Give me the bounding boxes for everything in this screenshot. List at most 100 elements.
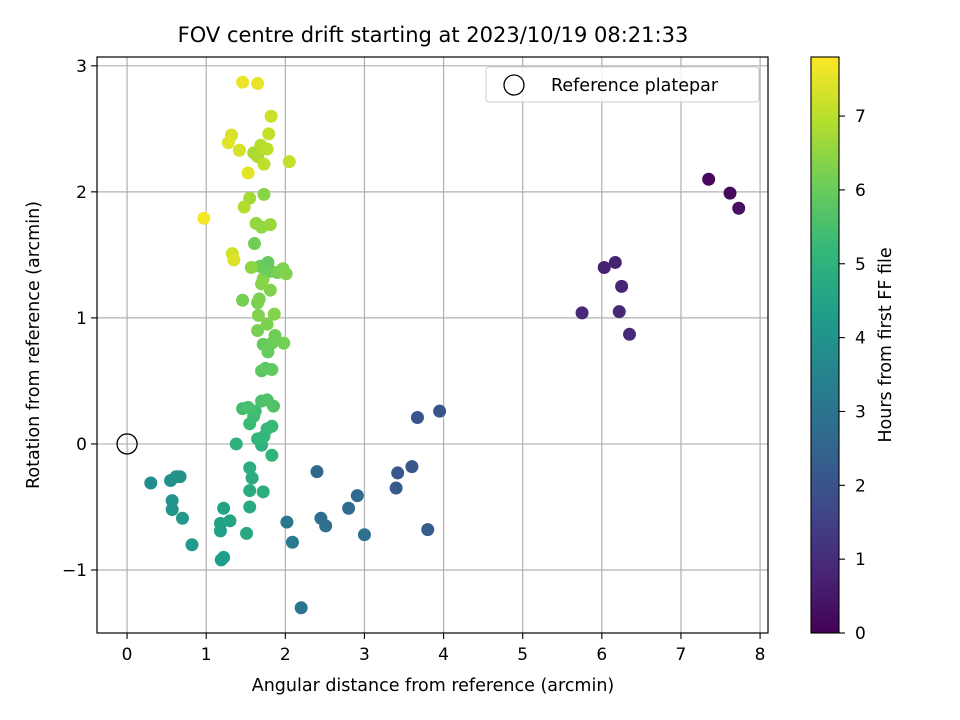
data-point: [197, 211, 211, 225]
data-point: [279, 267, 293, 281]
legend-box: [485, 66, 760, 103]
data-point: [221, 136, 235, 150]
reference-marker: [116, 433, 138, 455]
data-point: [236, 293, 250, 307]
data-point: [240, 526, 254, 540]
data-point: [251, 308, 265, 322]
data-point: [623, 327, 637, 341]
data-point: [251, 324, 265, 338]
data-point: [185, 538, 199, 552]
colorbar-ticks: 0 1 2 3 4 5 6 7: [839, 107, 866, 644]
data-point: [433, 404, 447, 418]
y-tick-label: 2: [76, 183, 87, 203]
y-tick-label: −1: [62, 561, 87, 581]
data-point: [285, 535, 299, 549]
data-point: [266, 399, 280, 413]
data-point: [241, 400, 255, 414]
x-axis-label: Angular distance from reference (arcmin): [252, 676, 615, 696]
reference-platepar-point: [116, 433, 138, 455]
plot-frame: [96, 56, 769, 634]
data-point: [342, 501, 356, 515]
data-point: [245, 471, 259, 485]
data-point: [405, 460, 419, 474]
data-point: [350, 489, 364, 503]
data-point: [243, 461, 257, 475]
data-point: [265, 448, 279, 462]
x-axis: 0 1 2 3 4 5 6 7 8: [122, 633, 766, 665]
data-point: [267, 307, 281, 321]
data-point: [265, 363, 279, 377]
data-point: [257, 187, 271, 201]
data-point: [280, 515, 294, 529]
x-tick-label: 0: [122, 645, 133, 665]
data-point: [243, 500, 257, 514]
x-tick-label: 3: [359, 645, 370, 665]
data-point: [252, 292, 266, 306]
data-point: [256, 485, 270, 499]
data-point: [391, 466, 405, 480]
x-tick-label: 6: [596, 645, 607, 665]
data-point: [251, 76, 265, 90]
x-tick-label: 1: [201, 645, 212, 665]
data-point: [264, 109, 278, 123]
data-point: [247, 237, 261, 251]
data-point: [612, 305, 626, 319]
scatter-points: [144, 75, 746, 615]
data-point: [217, 501, 231, 515]
data-point: [410, 410, 424, 424]
data-point: [165, 502, 179, 516]
data-point: [173, 470, 187, 484]
data-point: [236, 75, 250, 89]
data-point: [217, 550, 231, 564]
data-point: [389, 481, 403, 495]
colorbar-tick-label: 0: [855, 624, 866, 644]
data-point: [608, 255, 622, 269]
y-tick-label: 0: [76, 435, 87, 455]
data-point: [723, 186, 737, 200]
data-point: [575, 306, 589, 320]
data-point: [262, 127, 276, 141]
y-axis: −1 0 1 2 3: [62, 57, 97, 581]
x-tick-label: 5: [517, 645, 528, 665]
data-point: [232, 143, 246, 157]
data-point: [615, 279, 629, 293]
data-point: [243, 484, 257, 498]
grid-lines: [97, 57, 768, 633]
colorbar-tick-label: 5: [855, 255, 866, 275]
colorbar-tick-label: 3: [855, 402, 866, 422]
legend-reference-marker: [503, 74, 525, 96]
legend: Reference platepar: [485, 66, 760, 103]
data-point: [282, 155, 296, 169]
data-point: [421, 523, 435, 537]
data-point: [597, 260, 611, 274]
data-point: [257, 157, 271, 171]
data-point: [294, 601, 308, 615]
colorbar-tick-label: 7: [855, 107, 866, 127]
data-point: [229, 437, 243, 451]
y-tick-label: 3: [76, 57, 87, 77]
colorbar-gradient: [810, 56, 840, 634]
x-tick-label: 4: [438, 645, 449, 665]
x-tick-label: 7: [676, 645, 687, 665]
data-point: [237, 200, 251, 214]
data-point: [244, 260, 258, 274]
data-point: [249, 216, 263, 230]
colorbar-tick-label: 6: [855, 181, 866, 201]
data-point: [277, 336, 291, 350]
data-point: [268, 329, 282, 343]
colorbar-tick-label: 1: [855, 550, 866, 570]
data-point: [310, 465, 324, 479]
data-point: [241, 166, 255, 180]
data-point: [732, 201, 746, 215]
x-tick-label: 8: [755, 645, 766, 665]
data-point: [260, 317, 274, 331]
colorbar-tick-label: 4: [855, 329, 866, 349]
chart-title: FOV centre drift starting at 2023/10/19 …: [178, 23, 689, 47]
data-point: [175, 511, 189, 525]
plot-area: [96, 56, 769, 634]
data-point: [319, 519, 333, 533]
legend-label-reference: Reference platepar: [551, 76, 719, 96]
y-tick-label: 1: [76, 309, 87, 329]
data-point: [702, 172, 716, 186]
